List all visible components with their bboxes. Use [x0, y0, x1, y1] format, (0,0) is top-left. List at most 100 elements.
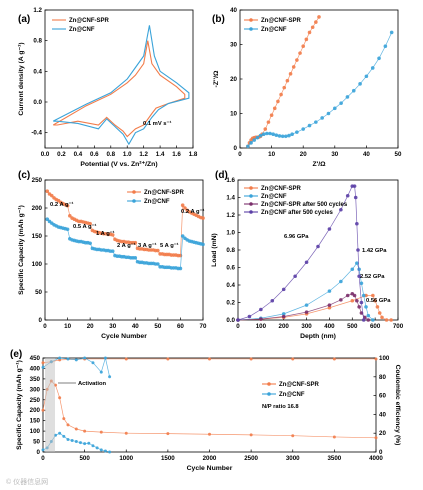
y-tick-label-c: 100	[32, 261, 43, 268]
x-tick-label-b: 0	[238, 151, 242, 158]
panel-label-b: (b)	[212, 14, 225, 25]
data-point-b-0	[272, 106, 277, 111]
legend-c-0-label: Zn@CNF-SPR	[144, 190, 185, 196]
data-point-b-0	[298, 51, 302, 55]
x-tick-label-d: 100	[256, 323, 267, 330]
series-line-e-0	[42, 380, 377, 439]
data-point-d-0	[327, 305, 332, 310]
data-point-b-1	[389, 30, 394, 35]
data-point-d-0	[350, 298, 355, 303]
y-tick-label-b: 40	[230, 7, 237, 14]
x-tick-label-a: 0.0	[41, 151, 50, 158]
legend-d-0-label: Zn@CNF-SPR	[261, 186, 302, 192]
x-tick-label-c: 20	[87, 323, 94, 330]
data-point-e-1	[87, 441, 91, 445]
x-tick-label-e: 1000	[119, 455, 133, 462]
data-point-e-2	[249, 357, 253, 361]
legend-e-0-marker	[267, 382, 271, 386]
data-point-e-3	[83, 356, 87, 360]
data-point-d-3	[352, 184, 357, 188]
legend-c-0-marker	[132, 190, 136, 194]
data-point-b-0	[276, 99, 280, 104]
data-point-d-1	[366, 313, 371, 318]
data-point-d-3	[270, 298, 275, 303]
data-point-e-1	[103, 449, 107, 453]
data-point-e-0	[249, 433, 253, 437]
data-point-e-0	[332, 435, 336, 439]
x-tick-label-d: 600	[370, 323, 381, 330]
y-tick-label-c: 0	[39, 317, 43, 324]
data-point-d-2	[339, 298, 343, 302]
data-point-d-1	[364, 305, 368, 309]
data-point-b-1	[287, 133, 291, 138]
data-point-b-1	[351, 88, 356, 93]
data-point-b-1	[265, 131, 269, 136]
x-tick-label-b: 40	[363, 151, 370, 158]
x-tick-label-c: 40	[132, 323, 139, 330]
data-point-e-0	[374, 436, 378, 440]
data-point-d-3	[304, 260, 309, 265]
data-point-e-0	[124, 431, 128, 435]
data-point-e-0	[83, 429, 87, 433]
data-point-c-1	[180, 234, 185, 238]
data-point-d-2	[327, 303, 332, 307]
rate-label-0: 0.2 A g⁻¹	[50, 201, 74, 208]
y-tick-label-d: 0.8	[226, 247, 235, 254]
x-tick-label-e: 500	[79, 455, 90, 462]
data-point-c-1	[133, 256, 138, 260]
y-tick-label-e: 100	[30, 428, 41, 435]
data-point-b-1	[314, 120, 318, 124]
data-point-d-3	[281, 287, 286, 292]
data-point-b-1	[268, 131, 272, 136]
y2-tick-label-e: 0	[379, 449, 383, 456]
data-point-b-0	[310, 25, 315, 30]
legend-d-2	[244, 202, 258, 206]
data-point-c-1	[110, 249, 115, 253]
data-point-d-2	[304, 310, 309, 314]
rate-label-4: 3 A g⁻¹	[138, 242, 157, 249]
data-point-b-1	[274, 133, 279, 138]
data-point-d-3	[356, 248, 360, 252]
x-axis-label-d: Depth (nm)	[300, 333, 336, 340]
legend-d-3-marker	[249, 210, 253, 214]
data-point-b-0	[295, 58, 299, 62]
legend-e-1	[262, 392, 276, 396]
data-point-b-1	[301, 127, 306, 131]
data-point-e-2	[332, 357, 336, 361]
data-point-e-2	[124, 357, 128, 361]
data-point-c-1	[201, 242, 205, 247]
x-axis-label-c: Cycle Number	[101, 333, 147, 340]
x-tick-label-b: 10	[268, 151, 275, 158]
data-point-e-1	[95, 446, 99, 450]
data-point-b-1	[252, 138, 257, 142]
data-point-b-0	[301, 44, 306, 49]
data-point-d-1	[355, 261, 359, 265]
legend-c-1-marker	[132, 199, 136, 203]
data-point-e-1	[62, 434, 66, 438]
y-tick-label-d: 0.4	[226, 282, 235, 289]
data-point-c-0	[180, 203, 185, 207]
modulus-label-0: 6.96 GPa	[284, 234, 309, 240]
y-tick-label-b: 20	[230, 76, 237, 83]
x-tick-label-a: 0.4	[74, 151, 83, 158]
data-point-d-3	[357, 274, 361, 279]
legend-b-0	[244, 18, 258, 22]
data-point-b-0	[314, 20, 318, 24]
data-point-d-0	[375, 305, 380, 309]
data-point-d-0	[373, 298, 377, 303]
data-point-b-0	[288, 72, 293, 76]
activation-band	[45, 358, 55, 452]
data-point-d-2	[259, 317, 263, 321]
data-point-d-3	[359, 300, 364, 305]
y2-tick-label-e: 100	[379, 355, 390, 362]
data-point-b-1	[377, 56, 381, 61]
data-point-b-0	[263, 127, 268, 131]
data-point-d-3	[259, 307, 263, 312]
data-point-d-3	[353, 195, 358, 200]
data-point-b-1	[271, 132, 275, 136]
x-tick-label-c: 30	[109, 323, 116, 330]
chart-e	[41, 356, 378, 454]
rate-label-6: 0.2 A g⁻¹	[181, 208, 205, 215]
x-tick-label-e: 4000	[369, 455, 383, 462]
